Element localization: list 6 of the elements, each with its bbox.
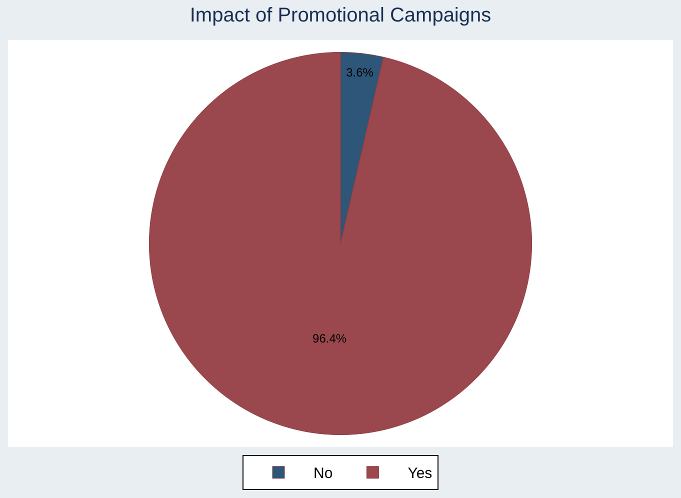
- legend-label: Yes: [408, 465, 432, 482]
- chart-title: Impact of Promotional Campaigns: [190, 4, 492, 26]
- data-label: 3.6%: [346, 66, 374, 80]
- pie-slice: [149, 52, 532, 435]
- data-label: 96.4%: [312, 332, 347, 346]
- legend-label: No: [314, 465, 333, 482]
